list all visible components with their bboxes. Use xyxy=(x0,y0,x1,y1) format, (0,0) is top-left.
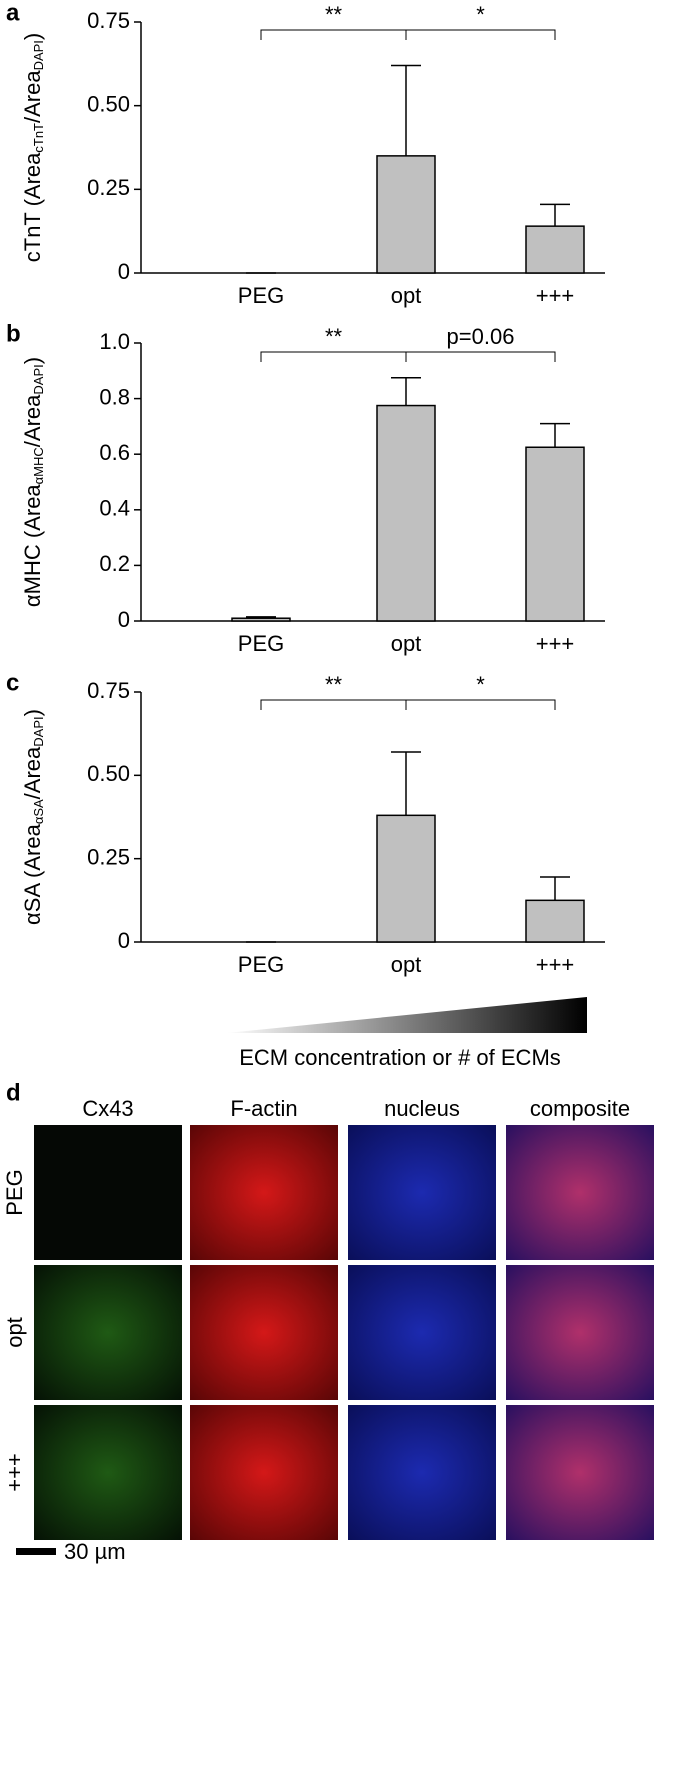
bar xyxy=(525,899,585,943)
micrograph xyxy=(506,1405,654,1540)
y-label-part: ) xyxy=(20,33,45,40)
y-label-part: ) xyxy=(20,709,45,716)
micrograph xyxy=(190,1405,338,1540)
micrograph xyxy=(34,1125,182,1260)
column-header: composite xyxy=(530,1096,630,1121)
y-tick-label: 0.25 xyxy=(87,844,130,869)
bar xyxy=(231,617,291,622)
y-label-sub: DAPI xyxy=(31,40,46,70)
y-tick-label: 0.4 xyxy=(99,496,130,521)
x-tick-label: opt xyxy=(391,952,422,977)
x-tick-label: +++ xyxy=(536,283,575,308)
column-header: Cx43 xyxy=(82,1096,133,1121)
y-label-part: αSA (Area xyxy=(20,823,45,925)
y-label-sub: DAPI xyxy=(31,716,46,746)
bar xyxy=(376,155,436,274)
y-label-sub: αSA xyxy=(31,799,46,824)
y-tick-label: 0.25 xyxy=(87,175,130,200)
y-label-part: /Area xyxy=(20,746,45,799)
column-header: nucleus xyxy=(384,1096,460,1121)
panel-label: c xyxy=(6,669,19,696)
x-tick-label: +++ xyxy=(536,631,575,656)
significance-label: ** xyxy=(325,2,343,27)
x-tick-label: PEG xyxy=(238,952,284,977)
y-label-part: ) xyxy=(20,357,45,364)
micrograph xyxy=(506,1125,654,1260)
micrograph xyxy=(348,1265,496,1400)
row-label: opt xyxy=(2,1317,27,1348)
gradient-wedge xyxy=(226,997,587,1033)
significance-bracket xyxy=(405,699,556,710)
x-tick-label: opt xyxy=(391,283,422,308)
bar xyxy=(525,225,585,274)
significance-bracket xyxy=(405,29,556,40)
micrograph xyxy=(348,1125,496,1260)
significance-bracket xyxy=(405,351,556,362)
significance-bracket xyxy=(260,29,407,40)
column-header: F-actin xyxy=(230,1096,297,1121)
scale-bar xyxy=(16,1548,56,1555)
x-tick-label: PEG xyxy=(238,283,284,308)
y-label-part: αMHC (Area xyxy=(20,484,45,607)
x-tick-label: +++ xyxy=(536,952,575,977)
significance-label: * xyxy=(476,672,485,697)
y-axis-label: αMHC (AreaαMHC/AreaDAPI) xyxy=(20,357,47,607)
row-label: PEG xyxy=(2,1169,27,1215)
significance-label: p=0.06 xyxy=(447,324,515,349)
y-axis-label: αSA (AreaαSA/AreaDAPI) xyxy=(20,709,47,925)
significance-bracket xyxy=(260,351,407,362)
y-tick-label: 0.50 xyxy=(87,761,130,786)
significance-label: * xyxy=(476,2,485,27)
significance-label: ** xyxy=(325,672,343,697)
y-label-sub: DAPI xyxy=(31,364,46,394)
y-label-sub: αMHC xyxy=(31,447,46,484)
y-tick-label: 0 xyxy=(118,259,130,284)
y-tick-label: 0.50 xyxy=(87,91,130,116)
scale-bar-label: 30 µm xyxy=(64,1539,126,1564)
y-label-part: cTnT (Area xyxy=(20,152,45,262)
bar xyxy=(376,404,436,622)
micrograph xyxy=(34,1405,182,1540)
gradient-label: ECM concentration or # of ECMs xyxy=(239,1045,561,1070)
bar xyxy=(376,814,436,943)
y-tick-label: 0.75 xyxy=(87,678,130,703)
micrograph xyxy=(190,1125,338,1260)
y-tick-label: 0 xyxy=(118,928,130,953)
micrograph xyxy=(506,1265,654,1400)
x-tick-label: opt xyxy=(391,631,422,656)
bar xyxy=(525,446,585,622)
y-label-sub: cTnT xyxy=(31,123,46,153)
panel-label: a xyxy=(6,0,20,26)
micrograph xyxy=(34,1265,182,1400)
y-tick-label: 0.8 xyxy=(99,384,130,409)
y-tick-label: 1.0 xyxy=(99,329,130,354)
y-tick-label: 0.6 xyxy=(99,440,130,465)
row-label: +++ xyxy=(2,1453,27,1492)
y-tick-label: 0.2 xyxy=(99,551,130,576)
significance-label: ** xyxy=(325,324,343,349)
panel-label: d xyxy=(6,1079,21,1106)
micrograph xyxy=(348,1405,496,1540)
y-label-part: /Area xyxy=(20,70,45,123)
y-tick-label: 0 xyxy=(118,607,130,632)
significance-bracket xyxy=(260,699,407,710)
y-tick-label: 0.75 xyxy=(87,8,130,33)
panel-label: b xyxy=(6,320,21,347)
x-tick-label: PEG xyxy=(238,631,284,656)
micrograph xyxy=(190,1265,338,1400)
y-axis-label: cTnT (AreacTnT/AreaDAPI) xyxy=(20,33,47,263)
y-label-part: /Area xyxy=(20,394,45,447)
